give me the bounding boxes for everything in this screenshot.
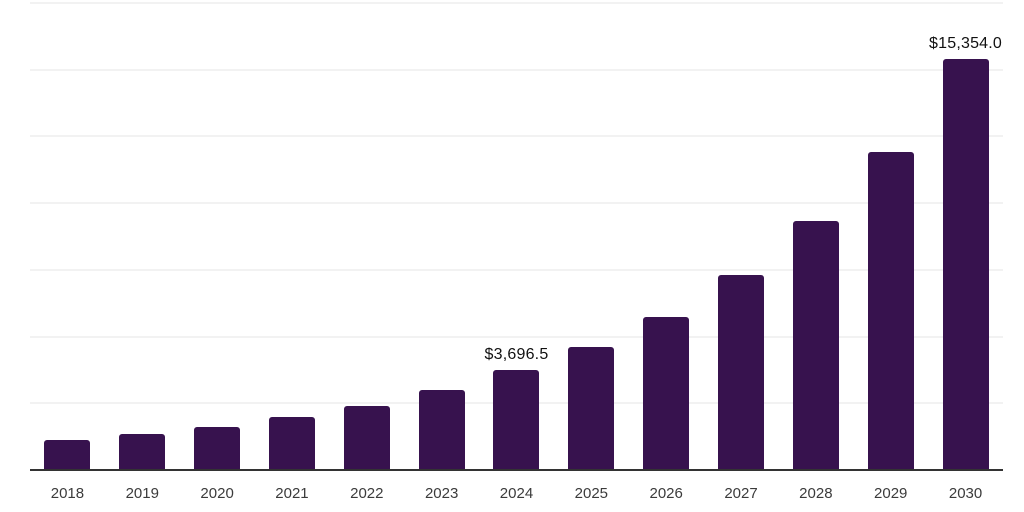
bar-slot-2025 — [554, 2, 629, 469]
x-tick-2029: 2029 — [874, 485, 908, 502]
bar-slot-2019 — [105, 2, 180, 469]
bar-slot-2030: $15,354.0 — [928, 2, 1003, 469]
x-tick-2022: 2022 — [350, 485, 384, 502]
bar-2020 — [194, 426, 241, 469]
bar-slot-2024: $3,696.5 — [479, 2, 554, 469]
x-tick-2030: 2030 — [948, 485, 983, 502]
gridline-10000 — [30, 202, 1003, 205]
x-tick-2023: 2023 — [424, 485, 459, 502]
bar-slot-2021 — [255, 2, 330, 469]
x-axis-labels: 2018 2019 2020 2021 2022 2023 2024 2025 2026 2027… — [30, 471, 1003, 502]
bar-2029 — [867, 151, 914, 469]
gridline-17500 — [30, 2, 1003, 4]
bar-slot-2026 — [629, 2, 704, 469]
x-tick-2026: 2026 — [649, 485, 683, 502]
bar-2030 — [942, 59, 989, 469]
bar-slot-2022 — [329, 2, 404, 469]
bar-2028 — [792, 221, 839, 469]
bars-row: $3,696.5 $15,354.0 — [30, 2, 1003, 469]
x-tick-2019: 2019 — [125, 485, 159, 502]
bar-2018 — [44, 439, 91, 469]
x-tick-2020: 2020 — [200, 485, 234, 502]
x-tick-2018: 2018 — [50, 485, 85, 502]
x-tick-2024: 2024 — [499, 485, 534, 502]
bar-2019 — [119, 434, 166, 469]
x-tick-2025: 2025 — [574, 485, 609, 502]
gridline-5000 — [30, 335, 1003, 338]
bar-2027 — [718, 275, 765, 469]
bar-2025 — [568, 347, 615, 469]
x-tick-2021: 2021 — [275, 485, 309, 502]
plot-area: $3,696.5 $15,354.0 — [30, 2, 1003, 471]
value-label-2030: $15,354.0 — [929, 35, 1003, 53]
gridline-15000 — [30, 68, 1003, 71]
gridline-12500 — [30, 135, 1003, 138]
bar-slot-2027 — [704, 2, 779, 469]
bar-2022 — [343, 406, 390, 469]
bar-slot-2028 — [778, 2, 853, 469]
bar-2021 — [268, 416, 315, 469]
bar-2023 — [418, 390, 465, 469]
bar-slot-2020 — [180, 2, 255, 469]
bar-2024 — [493, 370, 540, 469]
gridline-7500 — [30, 268, 1003, 271]
value-label-2024: $3,696.5 — [484, 346, 549, 364]
x-tick-2027: 2027 — [724, 485, 758, 502]
bar-slot-2029 — [853, 2, 928, 469]
x-tick-2028: 2028 — [799, 485, 833, 502]
bar-2026 — [643, 317, 690, 469]
bar-slot-2018 — [30, 2, 105, 469]
bar-slot-2023 — [404, 2, 479, 469]
